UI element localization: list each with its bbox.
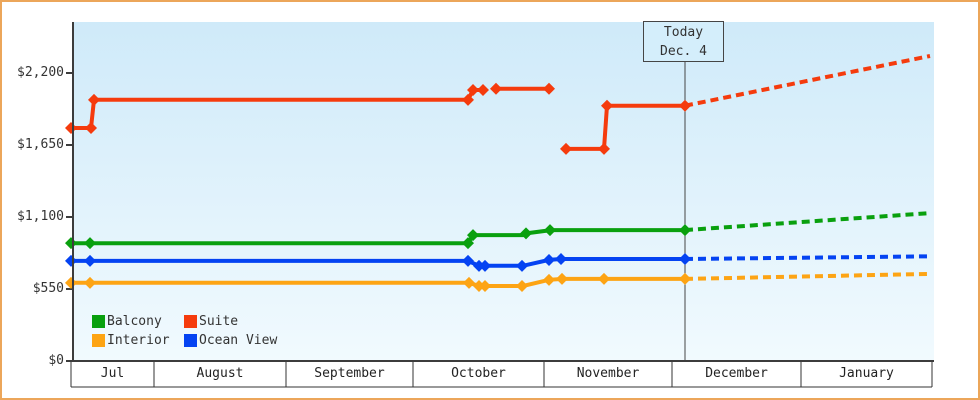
series-marker-suite — [467, 84, 479, 97]
series-marker-interior — [516, 279, 528, 292]
y-axis-tick-label: $2,200 — [17, 65, 64, 80]
series-marker-interior — [556, 272, 568, 285]
y-axis-tick-label: $1,100 — [17, 209, 64, 224]
x-axis-month-label: August — [196, 366, 244, 381]
series-marker-ocean-view — [555, 253, 567, 266]
series-marker-interior — [479, 279, 491, 292]
series-marker-balcony — [462, 237, 474, 250]
series-marker-interior — [463, 276, 475, 289]
series-marker-suite — [543, 82, 555, 95]
series-marker-balcony — [544, 224, 556, 237]
series-marker-balcony — [467, 229, 479, 242]
suite-swatch-icon — [184, 314, 197, 328]
series-marker-interior — [84, 276, 96, 289]
series-marker-interior — [543, 273, 555, 286]
series-marker-suite — [477, 84, 489, 97]
series-marker-interior — [598, 272, 610, 285]
series-marker-balcony — [84, 237, 96, 250]
x-axis-month-label: December — [705, 366, 768, 381]
series-marker-suite — [598, 142, 610, 155]
chart-dynamic-layer — [65, 54, 933, 388]
legend-label: Balcony — [107, 313, 162, 329]
legend-label: Ocean View — [199, 332, 278, 348]
x-axis-month-label: September — [314, 366, 385, 381]
series-projection-balcony — [684, 211, 931, 233]
y-axis-tick-label: $1,650 — [17, 137, 64, 152]
today-date: Dec. 4 — [660, 44, 707, 59]
series-marker-suite — [462, 93, 474, 106]
series-marker-suite — [490, 82, 502, 95]
series-marker-ocean-view — [84, 254, 96, 267]
series-projection-suite — [684, 54, 931, 108]
legend-item-balcony: Balcony — [92, 313, 184, 329]
series-marker-balcony — [520, 227, 532, 240]
series-marker-suite — [85, 121, 97, 134]
series-marker-suite — [560, 142, 572, 155]
series-line-suite — [566, 103, 685, 151]
interior-swatch-icon — [92, 333, 105, 347]
x-axis-month-label: January — [839, 366, 894, 381]
series-marker-ocean-view — [462, 254, 474, 267]
legend-item-ocean-view: Ocean View — [184, 332, 278, 348]
x-axis-month-label: November — [576, 366, 640, 381]
y-axis-tick-label: $550 — [32, 281, 64, 296]
legend: Balcony Suite Interior Ocean View — [92, 313, 278, 348]
today-label: Today — [663, 25, 704, 40]
series-marker-ocean-view — [479, 259, 491, 272]
legend-item-interior: Interior — [92, 332, 184, 348]
ocean-view-swatch-icon — [184, 333, 197, 347]
legend-label: Interior — [107, 332, 170, 348]
series-projection-interior — [684, 271, 931, 281]
y-axis-tick-label: $0 — [48, 353, 64, 368]
series-marker-ocean-view — [679, 253, 691, 266]
balcony-swatch-icon — [92, 314, 105, 328]
series-marker-suite — [601, 99, 613, 112]
x-axis-month-label: October — [451, 366, 506, 381]
today-marker-box: Today Dec. 4 — [643, 21, 724, 62]
plot-background — [74, 22, 934, 361]
legend-item-suite: Suite — [184, 313, 277, 329]
series-marker-balcony — [679, 224, 691, 237]
series-marker-suite — [88, 93, 100, 106]
series-projection-ocean-view — [684, 254, 931, 261]
x-axis-month-label: Jul — [100, 366, 125, 381]
series-marker-suite — [679, 99, 691, 112]
series-marker-ocean-view — [516, 259, 528, 272]
legend-label: Suite — [199, 313, 239, 329]
series-marker-interior — [679, 272, 691, 285]
